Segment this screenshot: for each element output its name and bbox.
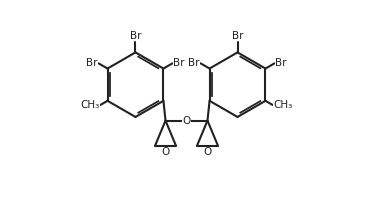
Text: Br: Br: [188, 58, 200, 68]
Text: O: O: [203, 147, 211, 157]
Text: Br: Br: [173, 58, 185, 68]
Text: Br: Br: [87, 58, 98, 68]
Text: Br: Br: [275, 58, 286, 68]
Text: Br: Br: [130, 31, 141, 41]
Text: O: O: [162, 147, 170, 157]
Text: O: O: [182, 116, 191, 126]
Text: CH₃: CH₃: [273, 100, 292, 110]
Text: Br: Br: [232, 31, 243, 41]
Text: CH₃: CH₃: [81, 100, 100, 110]
